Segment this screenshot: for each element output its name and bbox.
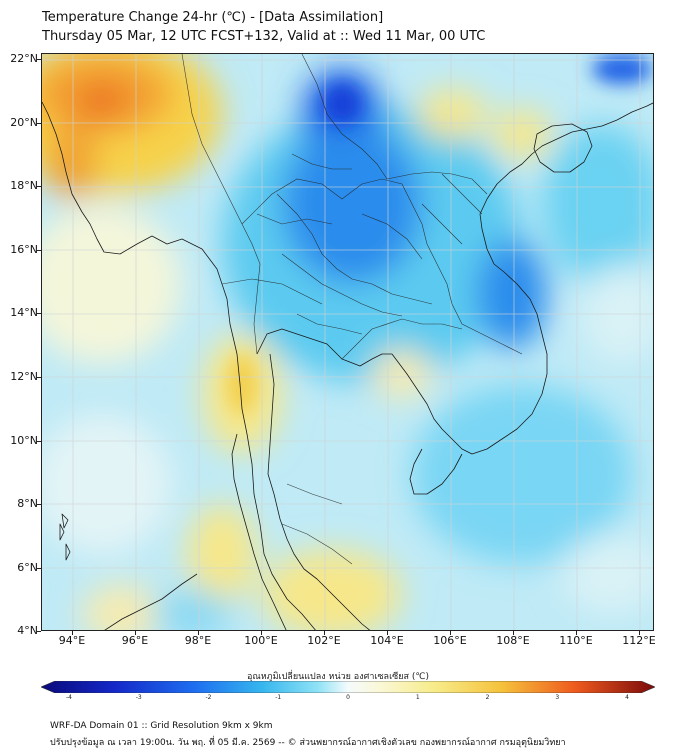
latitude-tick bbox=[37, 377, 41, 378]
latitude-label: 18°N bbox=[10, 179, 38, 193]
longitude-label: 98°E bbox=[184, 634, 212, 647]
latitude-label: 10°N bbox=[10, 433, 38, 447]
colorbar-tick-label: -4 bbox=[66, 694, 72, 701]
latitude-label: 20°N bbox=[10, 115, 38, 129]
map-subtitle: Thursday 05 Mar, 12 UTC FCST+132, Valid … bbox=[42, 29, 486, 44]
map-title: Temperature Change 24-hr (℃) - [Data Ass… bbox=[42, 10, 384, 25]
longitude-label: 100°E bbox=[244, 634, 278, 647]
longitude-label: 106°E bbox=[433, 634, 467, 647]
latitude-tick bbox=[37, 567, 41, 569]
latitude-tick bbox=[37, 249, 41, 251]
country-borders bbox=[181, 54, 523, 565]
longitude-tick bbox=[198, 631, 199, 635]
colorbar-title: อุณหภูมิเปลี่ยนแปลง หน่วย องศาเซลเซียส (… bbox=[246, 672, 430, 682]
coastlines bbox=[42, 101, 653, 630]
footer-credit: ปรับปรุงข้อมูล ณ เวลา 19:00น. วัน พฤ. ที… bbox=[50, 738, 566, 748]
longitude-label: 94°E bbox=[58, 634, 86, 647]
longitude-tick bbox=[513, 631, 514, 635]
longitude-label: 108°E bbox=[496, 634, 530, 647]
latitude-label: 4°N bbox=[17, 624, 38, 638]
colorbar-tick-label: 4 bbox=[625, 694, 629, 701]
colorbar-ramp bbox=[41, 681, 655, 693]
longitude-tick bbox=[324, 631, 325, 635]
colorbar-tick-label: 3 bbox=[555, 694, 560, 701]
colorbar bbox=[41, 681, 655, 693]
colorbar-tick-label: -3 bbox=[135, 694, 142, 701]
longitude-label: 96°E bbox=[121, 634, 149, 647]
latitude-label: 16°N bbox=[10, 242, 38, 256]
colorbar-tick-label: 1 bbox=[415, 694, 420, 701]
longitude-tick bbox=[261, 631, 262, 635]
latitude-tick bbox=[37, 122, 41, 124]
longitude-tick bbox=[450, 631, 451, 635]
longitude-tick bbox=[135, 631, 136, 635]
latitude-tick bbox=[37, 504, 41, 506]
longitude-label: 102°E bbox=[307, 634, 341, 647]
latitude-label: 8°N bbox=[17, 497, 38, 511]
latitude-tick bbox=[37, 313, 41, 315]
latitude-label: 6°N bbox=[17, 560, 38, 574]
temperature-change-map bbox=[42, 54, 653, 630]
latitude-tick bbox=[37, 631, 41, 633]
longitude-tick bbox=[387, 631, 388, 635]
footer-model-info: WRF-DA Domain 01 :: Grid Resolution 9km … bbox=[50, 721, 273, 731]
latitude-tick bbox=[37, 186, 41, 188]
colorbar-tick-label: -2 bbox=[205, 694, 212, 701]
longitude-label: 112°E bbox=[622, 634, 656, 647]
colorbar-tick-label: 0 bbox=[346, 694, 350, 701]
grid-lines bbox=[42, 54, 653, 630]
colorbar-tick-label: -1 bbox=[275, 694, 282, 701]
longitude-tick bbox=[639, 631, 640, 635]
latitude-label: 14°N bbox=[10, 306, 38, 320]
longitude-tick bbox=[576, 631, 577, 635]
latitude-tick bbox=[37, 440, 41, 442]
latitude-label: 22°N bbox=[10, 52, 38, 65]
map-panel bbox=[41, 53, 654, 631]
longitude-label: 110°E bbox=[559, 634, 593, 647]
latitude-tick bbox=[37, 59, 41, 60]
temperature-field-detail bbox=[227, 54, 652, 414]
colorbar-tick-label: 2 bbox=[485, 694, 490, 701]
longitude-label: 104°E bbox=[370, 634, 404, 647]
latitude-label: 12°N bbox=[10, 370, 38, 383]
longitude-tick bbox=[72, 631, 73, 635]
